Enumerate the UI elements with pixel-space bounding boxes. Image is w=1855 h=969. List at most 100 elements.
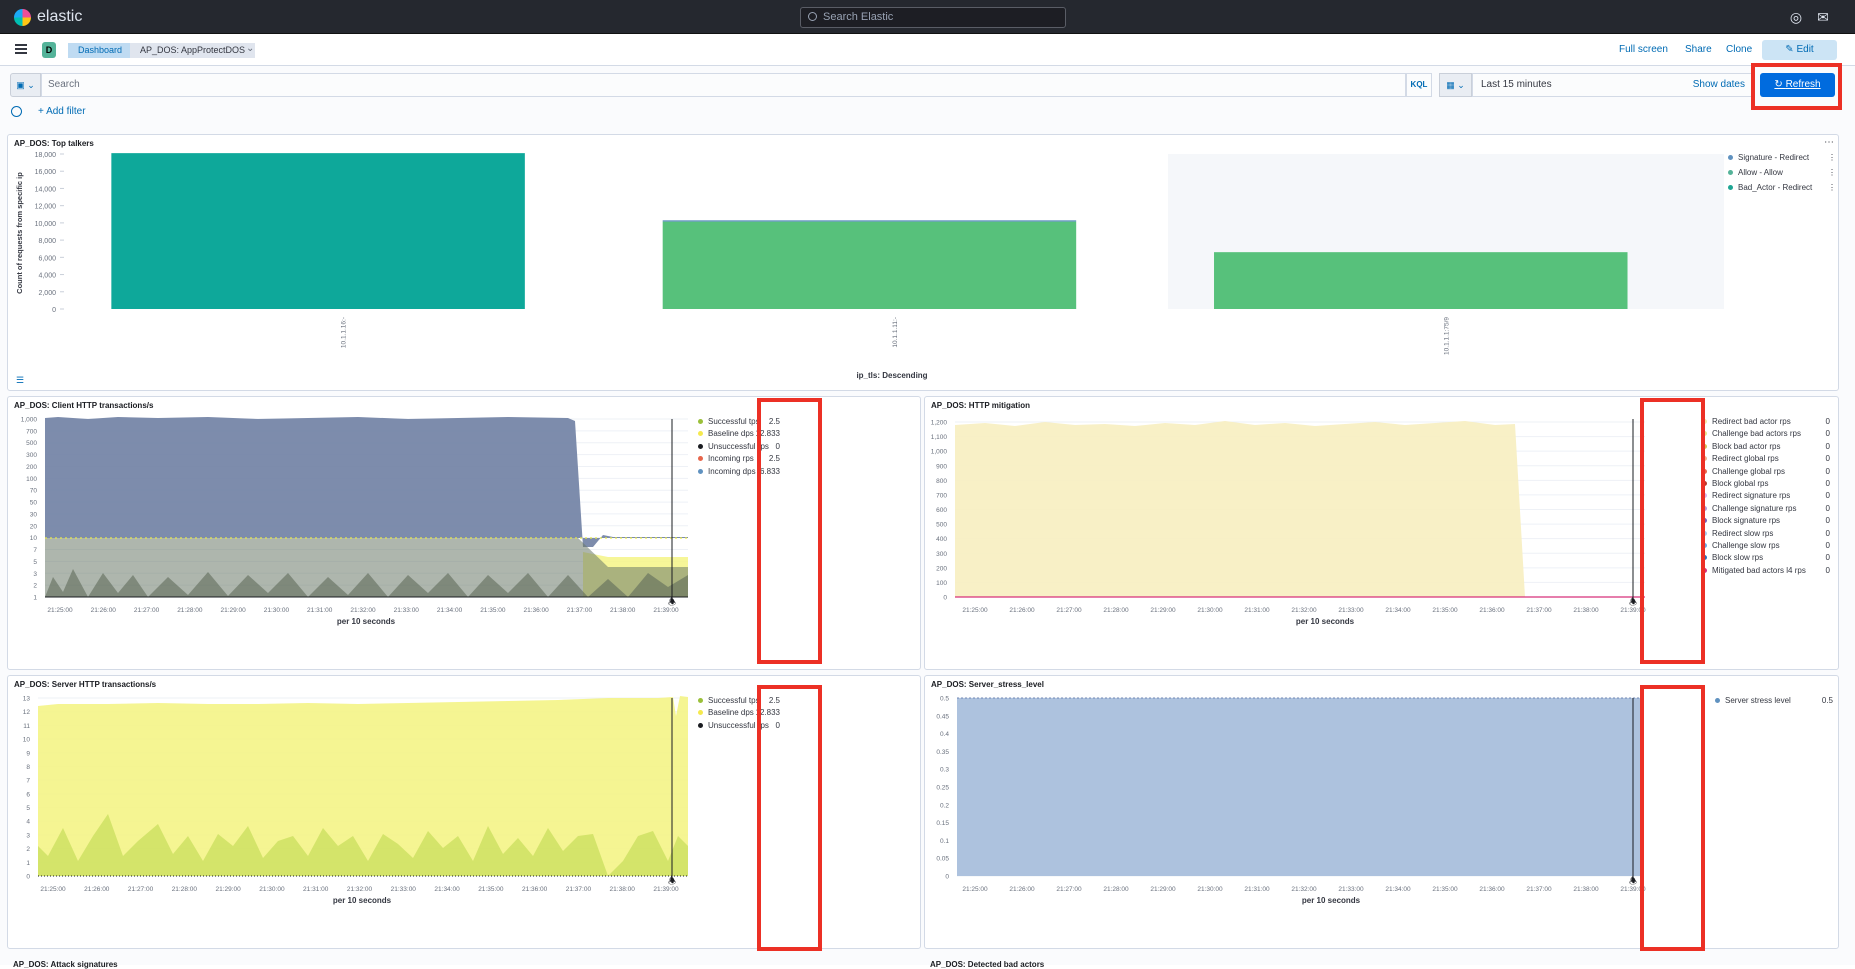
legend-item[interactable]: Challenge slow rps 0: [1702, 541, 1838, 553]
legend-color-icon: [1728, 170, 1733, 175]
breadcrumb-dashboard[interactable]: Dashboard: [68, 43, 133, 58]
x-tick-label: 21:38:00: [1573, 886, 1599, 893]
x-tick-label: 21:38:00: [1573, 607, 1599, 614]
y-tick-label: 2,000: [38, 290, 56, 297]
share-link[interactable]: Share: [1685, 44, 1712, 55]
legend-item[interactable]: Allow - Allow ⋮: [1728, 168, 1838, 183]
space-avatar[interactable]: D: [42, 42, 56, 58]
bar-allow-allow[interactable]: [1214, 252, 1628, 309]
kql-toggle[interactable]: KQL: [1406, 73, 1432, 97]
legend-color-icon: [698, 710, 703, 716]
bar-signature-redirect[interactable]: [662, 220, 1077, 222]
x-tick-label: 21:29:00: [1150, 886, 1176, 893]
x-tick-label: 21:39:00: [1620, 886, 1646, 893]
legend-color-icon: [1702, 456, 1707, 462]
x-tick-label: 21:31:00: [303, 886, 329, 893]
global-search-input[interactable]: Search Elastic: [800, 7, 1066, 28]
legend-item[interactable]: Challenge signature rps 0: [1702, 504, 1838, 516]
legend-label: Block bad actor rps: [1712, 441, 1781, 451]
legend-label: Successful tps: [708, 696, 760, 705]
x-axis-label: per 10 seconds: [333, 896, 392, 905]
x-tick-label: 21:33:00: [391, 886, 417, 893]
legend-value: 2.5: [768, 696, 780, 705]
legend-label: Baseline dps: [708, 708, 754, 718]
refresh-button[interactable]: ↻ Refresh: [1760, 73, 1835, 97]
bell-icon[interactable]: 🕭: [1629, 597, 1637, 607]
legend-color-icon: [1702, 542, 1707, 548]
saved-query-button[interactable]: ▣ ⌄: [10, 73, 41, 97]
bar-allow-allow[interactable]: [662, 221, 1077, 309]
legend-item[interactable]: Block global rps 0: [1702, 479, 1838, 491]
legend-item[interactable]: Unsuccessful rps 0: [698, 721, 918, 733]
legend-item[interactable]: Successful tps 2.5: [698, 417, 918, 429]
legend-item[interactable]: Block slow rps 0: [1702, 553, 1838, 565]
edit-button[interactable]: ✎ Edit: [1762, 40, 1837, 60]
y-tick-label: 0: [26, 874, 30, 881]
show-dates-link[interactable]: Show dates: [1692, 79, 1745, 90]
table-toggle-icon[interactable]: ☰: [16, 375, 24, 385]
legend-options-icon[interactable]: ⋮: [1828, 183, 1836, 192]
legend-item[interactable]: Incoming rps 2.5: [698, 454, 918, 466]
legend-item[interactable]: Bad_Actor - Redirect ⋮: [1728, 183, 1838, 198]
x-tick-label: 21:36:00: [523, 607, 549, 614]
elastic-logo-icon: [14, 8, 31, 26]
legend-label: Redirect signature rps: [1712, 491, 1791, 501]
query-search-input[interactable]: Search: [41, 73, 1406, 97]
bell-icon[interactable]: 🕭: [668, 876, 676, 886]
add-filter-button[interactable]: + Add filter: [38, 106, 86, 117]
legend-label: Incoming dps: [708, 466, 756, 476]
chart-legend: Signature - Redirect ⋮ Allow - Allow ⋮ Bad_A…: [1728, 153, 1838, 198]
help-icon[interactable]: ◎: [1789, 9, 1803, 25]
legend-label: Block global rps: [1712, 478, 1769, 488]
x-tick-label: 21:27:00: [134, 607, 160, 614]
legend-item[interactable]: Mitigated bad actors l4 rps 0: [1702, 566, 1838, 578]
elastic-logo[interactable]: elastic: [14, 8, 82, 26]
menu-icon[interactable]: [15, 44, 27, 54]
legend-item[interactable]: Baseline dps 12.833: [698, 708, 918, 720]
x-tick-label: 21:32:00: [1291, 607, 1317, 614]
legend-value: 12.833: [755, 708, 780, 718]
legend-item[interactable]: Redirect signature rps 0: [1702, 491, 1838, 503]
legend-item[interactable]: Incoming dps 6.833: [698, 467, 918, 479]
bar-bad-actor-redirect[interactable]: [111, 153, 525, 309]
legend-item[interactable]: Redirect slow rps 0: [1702, 529, 1838, 541]
filter-options-icon[interactable]: [11, 106, 22, 117]
full-screen-link[interactable]: Full screen: [1619, 44, 1668, 55]
calendar-icon[interactable]: ▦ ⌄: [1439, 73, 1472, 97]
panel-options-icon[interactable]: ⋯: [1824, 137, 1834, 148]
bell-icon[interactable]: 🕭: [668, 597, 676, 607]
time-range-picker[interactable]: Last 15 minutes Show dates: [1472, 73, 1755, 97]
legend-item[interactable]: Unsuccessful rps 0: [698, 442, 918, 454]
legend-item[interactable]: Signature - Redirect ⋮: [1728, 153, 1838, 168]
clone-link[interactable]: Clone: [1726, 44, 1753, 55]
breadcrumb-bar: D Dashboard AP_DOS: AppProtectDOS ⌄ Full…: [0, 34, 1855, 66]
y-tick-label: 6: [26, 791, 30, 798]
legend-item[interactable]: Block bad actor rps 0: [1702, 442, 1838, 454]
legend-item[interactable]: Baseline dps 12.833: [698, 429, 918, 441]
y-tick-label: 0: [945, 874, 949, 881]
y-tick-label: 2: [26, 846, 30, 853]
legend-item[interactable]: Server stress level 0.5: [1715, 696, 1838, 708]
legend-value: 6.833: [759, 466, 780, 476]
y-tick-label: 7: [26, 778, 30, 785]
legend-item[interactable]: Redirect global rps 0: [1702, 454, 1838, 466]
legend-item[interactable]: Successful tps 2.5: [698, 696, 918, 708]
legend-options-icon[interactable]: ⋮: [1828, 153, 1836, 162]
chevron-down-icon[interactable]: ⌄: [246, 43, 255, 54]
x-tick-label: 21:34:00: [437, 607, 463, 614]
legend-item[interactable]: Block signature rps 0: [1702, 516, 1838, 528]
notifications-icon[interactable]: ✉: [1817, 9, 1829, 25]
x-tick-label: 10.1.1.16:-: [341, 317, 348, 348]
x-tick-label: 21:37:00: [566, 886, 592, 893]
legend-color-icon: [1702, 555, 1707, 561]
legend-item[interactable]: Challenge bad actors rps 0: [1702, 429, 1838, 441]
legend-item[interactable]: Challenge global rps 0: [1702, 467, 1838, 479]
x-tick-label: 21:39:00: [653, 886, 679, 893]
breadcrumb-current: AP_DOS: AppProtectDOS: [130, 43, 256, 58]
bell-icon[interactable]: 🕭: [1629, 876, 1637, 886]
legend-label: Challenge global rps: [1712, 466, 1785, 476]
x-tick-label: 21:27:00: [1056, 886, 1082, 893]
legend-options-icon[interactable]: ⋮: [1828, 168, 1836, 177]
legend-item[interactable]: Redirect bad actor rps 0: [1702, 417, 1838, 429]
y-axis-label: Count of requests from specific ip: [15, 172, 24, 294]
